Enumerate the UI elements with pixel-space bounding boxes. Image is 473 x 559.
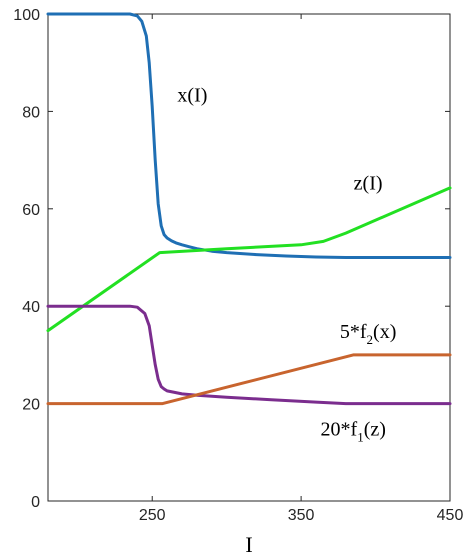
x-tick-label: 450 [437, 507, 464, 524]
y-tick-label: 80 [22, 104, 40, 121]
x-axis-label: I [245, 532, 252, 557]
x-tick-label: 350 [288, 507, 315, 524]
y-tick-label: 0 [31, 494, 40, 511]
y-tick-label: 100 [13, 7, 40, 24]
x-tick-label: 250 [139, 507, 166, 524]
curve-annotation: z(I) [354, 172, 383, 194]
series-line-2 [46, 186, 452, 333]
series-lines [46, 12, 452, 406]
y-tick-label: 60 [22, 202, 40, 219]
curve-annotation: x(I) [177, 85, 207, 107]
series-line-1 [46, 12, 452, 259]
curve-annotation: 5*f2(x) [340, 321, 397, 347]
y-tick-label: 20 [22, 397, 40, 414]
y-tick-label: 40 [22, 299, 40, 316]
curve-annotation: 20*f1(z) [321, 418, 386, 444]
axis-ticks: 250 350 450 0 20 40 60 80 100 [13, 7, 463, 524]
annotations: x(I) z(I) 5*f2(x) 20*f1(z) [177, 85, 396, 445]
series-line-3 [46, 304, 452, 406]
series-line-4 [46, 353, 452, 406]
